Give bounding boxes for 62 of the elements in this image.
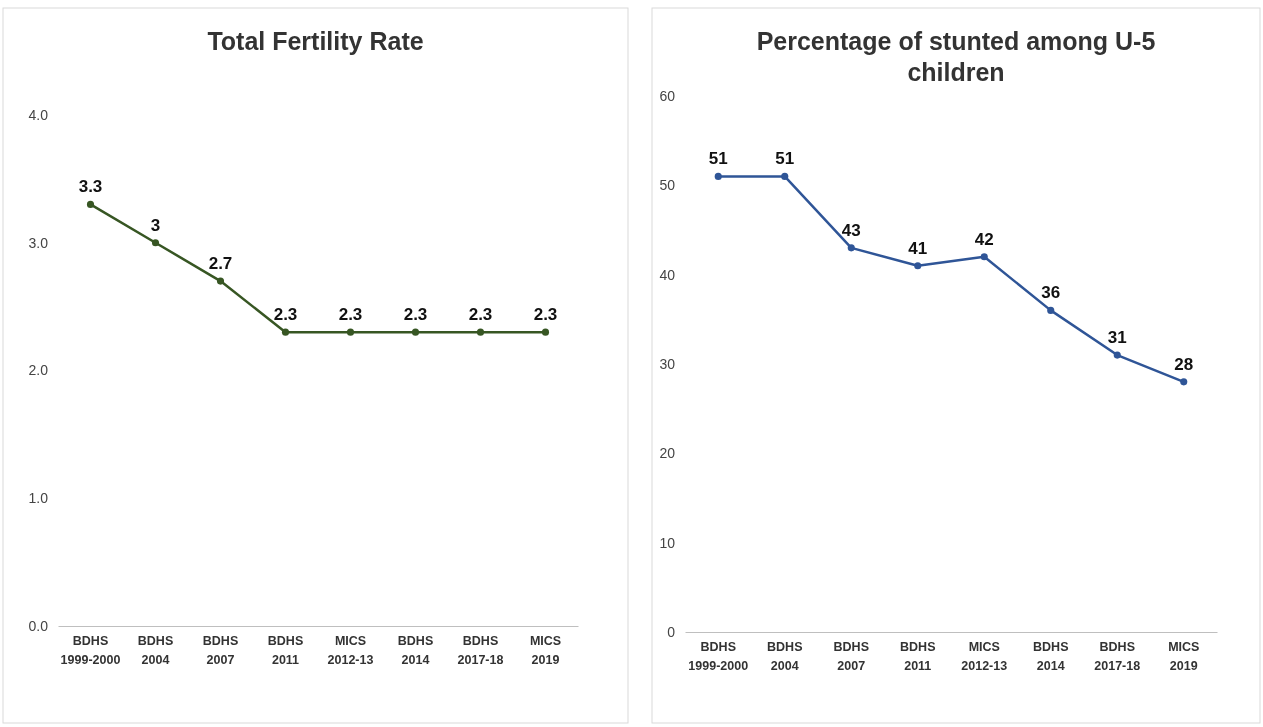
x-tick-label: BDHS 2007 [202,633,239,667]
y-tick-label: 1.0 [28,490,49,507]
x-tick-label: MICS 2012-13 [961,639,1008,673]
x-tick-label: BDHS 2011 [267,633,304,667]
point [476,328,485,336]
data-label: 51 [708,149,728,169]
data-label: 2.3 [533,305,558,325]
x-tick-label: BDHS 2007 [833,639,869,673]
point [847,244,855,252]
data-label: 2.7 [208,254,233,274]
y-tick-label: 60 [659,87,676,104]
chart-title: Total Fertility Rate [207,27,424,55]
point [216,277,225,285]
y-tick-label: 2.0 [28,362,49,379]
point [781,172,789,180]
data-label: 3 [150,215,161,235]
x-tick-label: BDHS 2004 [767,639,803,673]
x-tick-label: MICS 2019 [529,633,562,667]
y-tick-label: 50 [659,177,676,194]
data-label: 28 [1174,354,1194,374]
x-tick-label: BDHS 2017-18 [457,633,504,667]
point [1047,306,1055,314]
point [346,328,355,336]
point [541,328,550,336]
data-label: 3.3 [78,177,103,197]
data-label: 2.3 [338,305,363,325]
data-label: 2.3 [468,305,493,325]
point [86,200,95,208]
point [1113,351,1121,359]
data-label: 36 [1041,283,1061,303]
y-tick-label: 0.0 [28,617,49,634]
x-tick-label: MICS 2019 [1168,639,1200,673]
point [281,328,290,336]
data-label: 2.3 [273,305,298,325]
data-label: 43 [841,220,861,240]
y-tick-label: 3.0 [28,234,49,251]
y-tick-label: 0 [667,623,676,640]
y-tick-label: 40 [659,266,676,283]
y-tick-label: 20 [659,445,676,462]
x-tick-label: BDHS 1999-2000 [688,639,749,673]
data-label: 31 [1107,328,1127,348]
data-label: 41 [908,238,928,258]
point [411,328,420,336]
point [714,172,722,180]
x-tick-label: BDHS 2004 [137,633,174,667]
point [1180,378,1188,386]
x-tick-label: BDHS 1999-2000 [60,633,121,667]
y-tick-label: 30 [659,355,676,372]
point [151,239,160,247]
y-tick-label: 10 [659,534,676,551]
data-label: 2.3 [403,305,428,325]
data-label: 42 [974,229,994,249]
data-label: 51 [775,149,795,169]
x-tick-label: BDHS 2014 [397,633,434,667]
x-tick-label: BDHS 2014 [1033,639,1069,673]
point [980,253,988,261]
y-tick-label: 4.0 [28,106,49,123]
point [914,262,922,270]
chart-title: Percentage of stunted among U-5 children [756,27,1156,87]
x-tick-label: MICS 2012-13 [327,633,374,667]
x-tick-label: BDHS 2017-18 [1094,639,1141,673]
x-tick-label: BDHS 2011 [900,639,936,673]
